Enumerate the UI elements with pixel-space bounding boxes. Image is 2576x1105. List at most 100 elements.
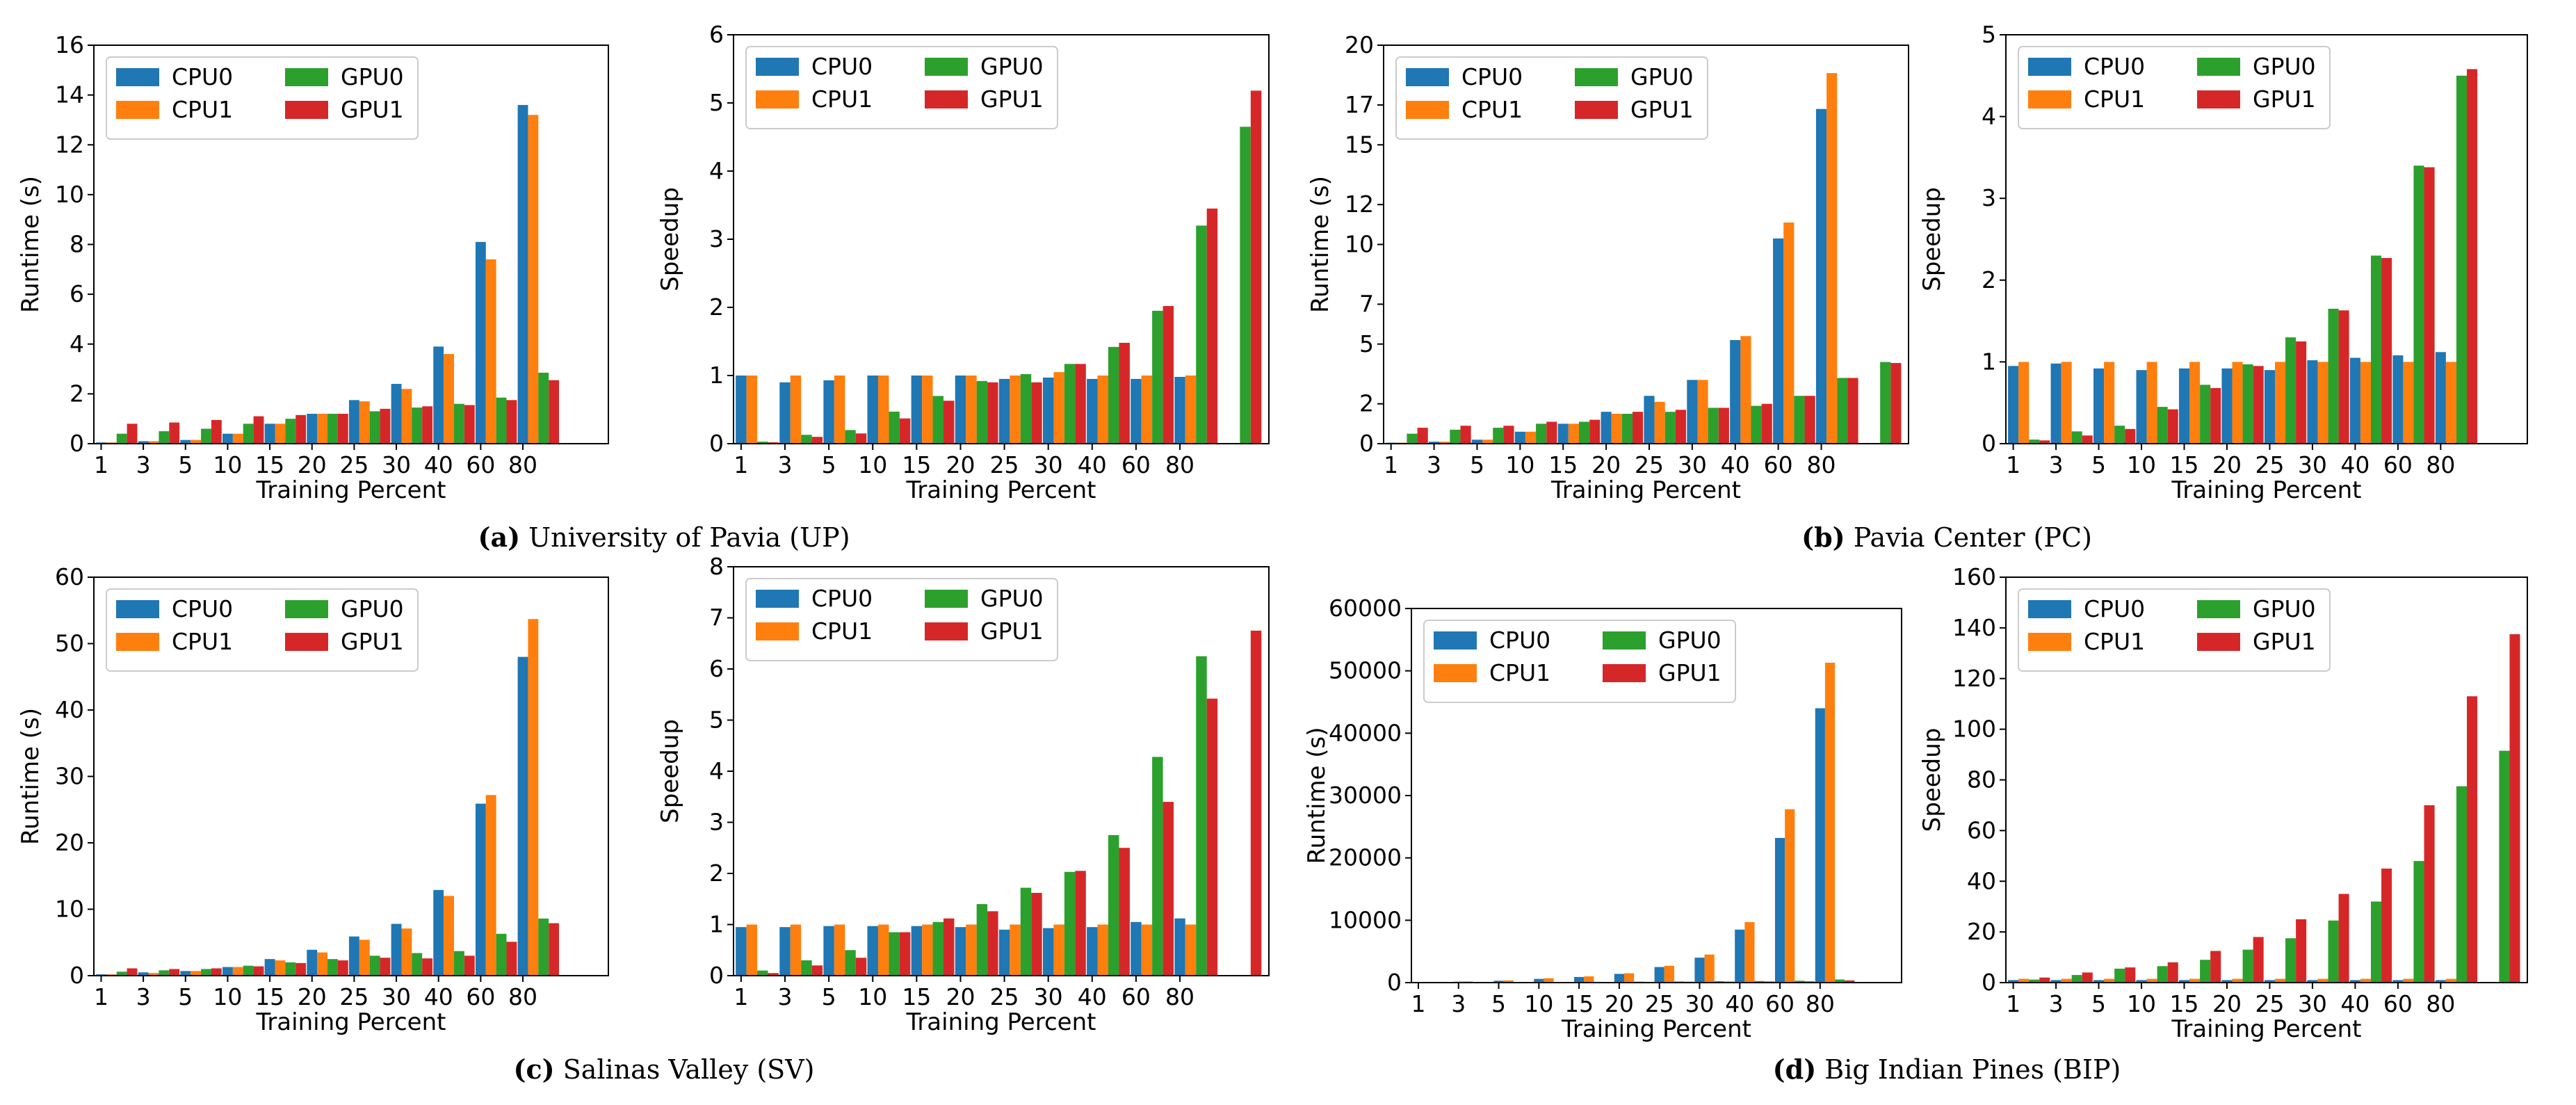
- bar-CPU0-5: [180, 971, 191, 976]
- bar-CPU0-10: [867, 926, 878, 976]
- legend-label-CPU1: CPU1: [811, 618, 873, 645]
- bar-CPU0-20: [2221, 368, 2233, 444]
- bar-GPU0-80: [1196, 225, 1207, 444]
- legend-swatch-GPU0: [925, 58, 968, 76]
- y-tick-label: 4: [70, 330, 84, 357]
- bar-GPU0-80: [1196, 656, 1207, 976]
- bar-CPU0-3: [779, 382, 791, 444]
- bar-CPU1-5: [834, 924, 845, 976]
- y-tick-label: 1: [709, 362, 724, 389]
- y-tick-label: 30: [55, 763, 84, 790]
- bar-GPU0-60: [2413, 166, 2424, 444]
- legend: CPU0 CPU1 GPU0 GPU1: [2018, 46, 2331, 129]
- bar-CPU1-3: [2061, 362, 2072, 444]
- bar-GPU1-25: [380, 958, 391, 976]
- y-tick-label: 2: [70, 380, 84, 407]
- bar-CPU1-15: [1568, 424, 1579, 444]
- y-tick-label: 0: [709, 962, 724, 989]
- bar-GPU1-20: [987, 911, 998, 976]
- legend-label-CPU0: CPU0: [811, 585, 873, 612]
- bar-CPU1-30: [401, 928, 412, 976]
- bar-CPU0-5: [823, 926, 834, 976]
- chart-sv-runtime: 0 10 20 30 40 50 60 1 3 5 10 15 20 25 30 40 60 80 Training…: [17, 563, 609, 1036]
- y-tick-label: 12: [55, 131, 84, 158]
- bar-GPU0-30: [2328, 308, 2339, 444]
- bar-CPU0-60: [475, 803, 486, 976]
- bar-GPU1-5: [211, 419, 222, 444]
- bar-CPU1-25: [359, 939, 370, 976]
- x-tick-label: 25: [2255, 990, 2284, 1017]
- y-tick-label: 0: [1982, 969, 1996, 996]
- legend-swatch-CPU1: [756, 90, 799, 108]
- bar-GPU1-80: [2467, 696, 2478, 983]
- bar-CPU0-30: [391, 384, 402, 444]
- x-tick-label: 10: [1505, 451, 1534, 478]
- bar-CPU0-40: [1730, 340, 1741, 444]
- bar-CPU1-15: [275, 424, 286, 444]
- caption-letter: (d): [1772, 1054, 1817, 1085]
- bar-GPU0-10: [2157, 966, 2168, 983]
- y-tick-label: 2: [1359, 390, 1374, 417]
- bar-CPU1-1: [2018, 362, 2030, 444]
- y-axis-label: Runtime (s): [1306, 176, 1334, 313]
- y-tick-label: 7: [709, 604, 724, 631]
- bar-CPU0-3: [138, 972, 149, 976]
- legend-swatch-GPU1: [2197, 633, 2240, 651]
- bar-CPU1-80: [1185, 924, 1197, 976]
- legend-label-CPU1: CPU1: [811, 86, 873, 113]
- bar-GPU0-80: [2456, 75, 2468, 444]
- bar-CPU0-25: [998, 929, 1010, 976]
- bar-GPU1-1: [2039, 440, 2050, 444]
- bar-GPU0-20: [2242, 949, 2253, 983]
- bar-GPU0-80: [1835, 979, 1845, 983]
- bar-CPU0-25: [348, 936, 359, 976]
- legend-swatch-CPU1: [756, 622, 799, 640]
- x-tick-label: 20: [2212, 990, 2242, 1017]
- bar-GPU0-20: [2242, 364, 2253, 444]
- x-tick-label: 60: [1765, 990, 1795, 1017]
- y-tick-label: 4: [709, 157, 724, 184]
- legend-label-CPU0: CPU0: [172, 595, 233, 622]
- bars: [1413, 663, 1855, 983]
- x-tick-label: 30: [1678, 451, 1707, 478]
- x-tick-label: 15: [902, 983, 931, 1010]
- legend-label-GPU0: GPU0: [341, 63, 404, 90]
- bar-GPU0-25: [1020, 887, 1032, 976]
- y-tick-label: 50000: [1329, 657, 1402, 684]
- bar-CPU1-80: [1185, 376, 1197, 444]
- legend: CPU0 CPU1 GPU0 GPU1: [1395, 56, 1708, 140]
- bar-GPU0-30: [1064, 871, 1076, 976]
- caption-text: Salinas Valley (SV): [554, 1054, 815, 1085]
- legend-swatch-CPU0: [1406, 68, 1449, 86]
- x-axis-label: Training Percent: [906, 1008, 1096, 1036]
- x-tick-label: 1: [94, 983, 108, 1010]
- bars: [736, 630, 1262, 976]
- chart-bip-runtime: 0 10000 20000 30000 40000 50000 60000 1 3 5 10 15 20…: [1303, 595, 1902, 1043]
- legend-label-GPU1: GPU1: [1630, 96, 1694, 123]
- bar-CPU1-20: [2232, 362, 2243, 444]
- y-tick-label: 8: [709, 553, 724, 580]
- bar-CPU0-10: [867, 376, 878, 444]
- y-tick-label: 2: [1982, 266, 1996, 293]
- bar-CPU0-60: [1131, 921, 1142, 976]
- subfigure-caption: (c) Salinas Valley (SV): [514, 1054, 815, 1085]
- legend-label-CPU1: CPU1: [1461, 96, 1523, 123]
- bar-CPU0-20: [307, 414, 318, 444]
- x-tick-label: 3: [136, 451, 151, 478]
- legend-swatch-CPU1: [2028, 90, 2071, 108]
- legend: CPU0 CPU1 GPU0 GPU1: [2018, 588, 2331, 672]
- legend-frame: [1423, 620, 1736, 703]
- legend-label-GPU0: GPU0: [980, 585, 1044, 612]
- y-axis-label: Runtime (s): [1303, 727, 1331, 864]
- x-tick-label: 15: [1548, 451, 1578, 478]
- bar-GPU0-15: [1578, 421, 1590, 444]
- legend-label-GPU1: GPU1: [980, 618, 1044, 645]
- bar-GPU0-25: [1664, 412, 1676, 444]
- bar-CPU1-40: [2360, 978, 2371, 983]
- bar-GPU1-tail: [1890, 362, 1902, 444]
- y-tick-label: 40000: [1329, 719, 1402, 746]
- bar-CPU1-80: [528, 619, 539, 976]
- x-tick-label: 1: [1384, 451, 1398, 478]
- legend-frame: [1395, 56, 1708, 140]
- bar-GPU0-3: [1450, 429, 1461, 444]
